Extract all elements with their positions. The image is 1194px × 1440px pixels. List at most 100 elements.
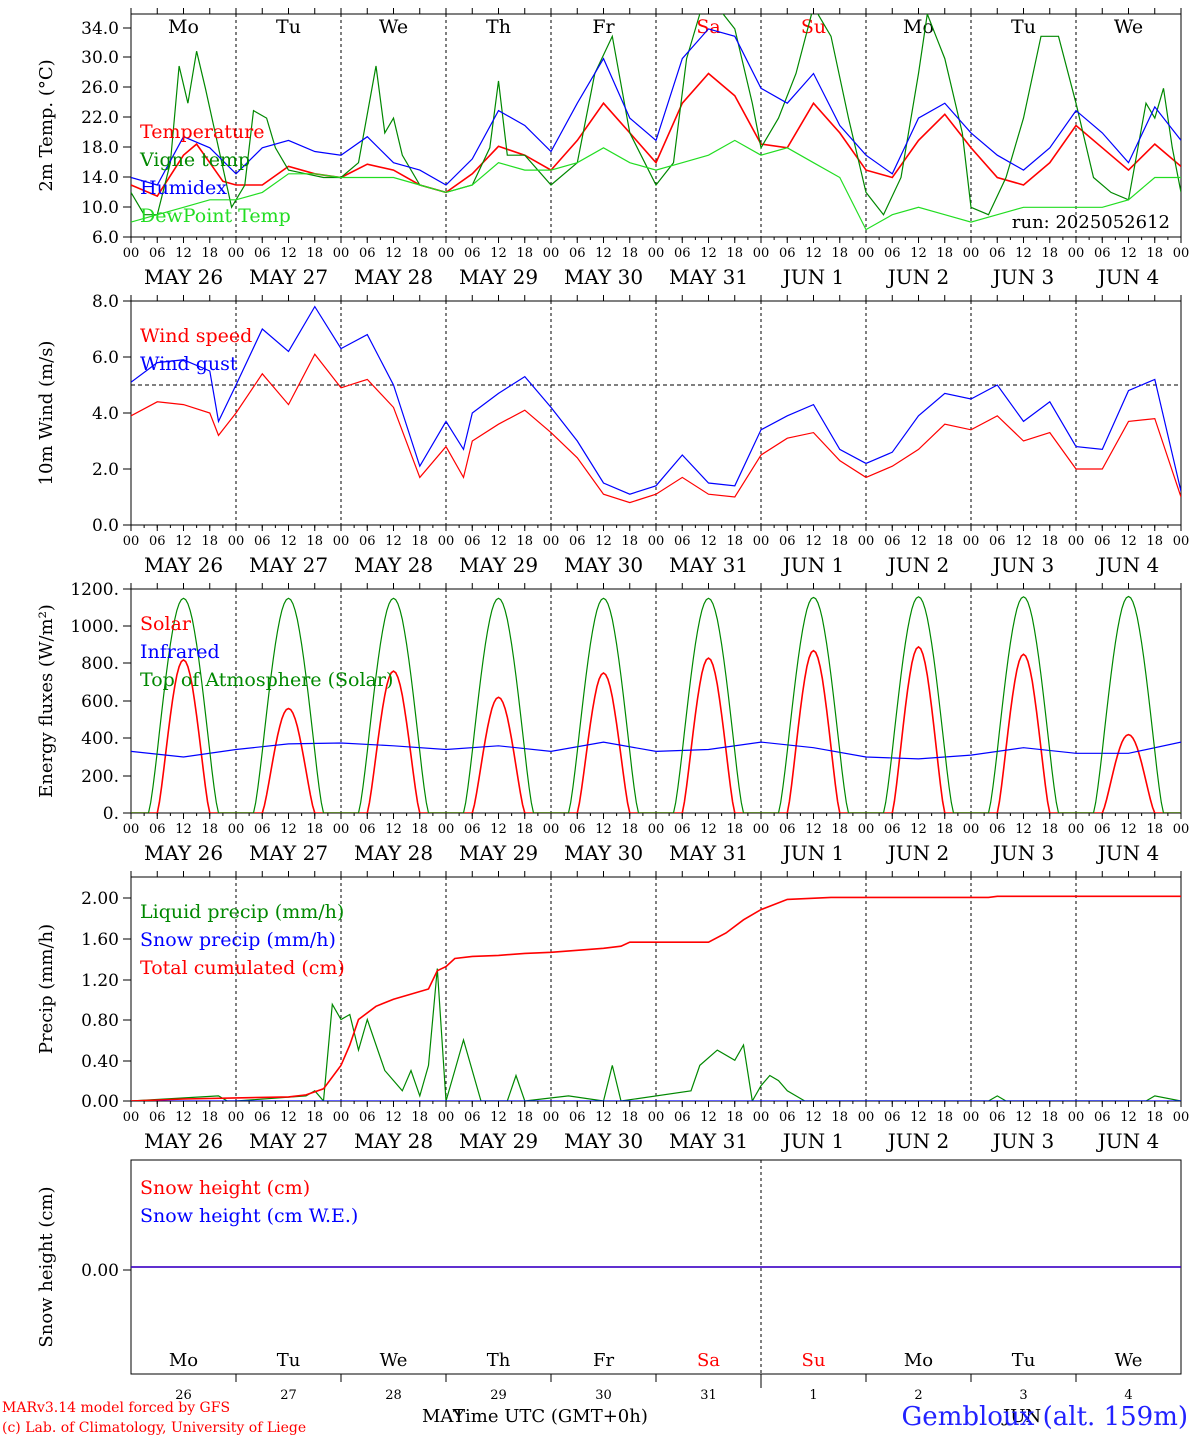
hour-label: 18 — [201, 1110, 218, 1125]
y-axis-label: Snow height (cm) — [36, 1186, 57, 1347]
date-label: JUN 2 — [886, 265, 949, 289]
precip-panel: 0.00 0.40 0.80 1.20 1.60 2.00 Precip (mm/h) 00 0… — [36, 871, 1189, 1153]
bottom-day-number: 30 — [595, 1388, 612, 1403]
hour-label: 18 — [306, 822, 323, 837]
hour-label: 06 — [464, 246, 481, 261]
hour-label: 18 — [936, 246, 953, 261]
hour-label: 12 — [175, 534, 192, 549]
hour-label: 18 — [621, 534, 638, 549]
hour-label: 06 — [464, 1110, 481, 1125]
hour-label: 18 — [411, 1110, 428, 1125]
bottom-day-number: 4 — [1124, 1388, 1132, 1403]
hour-label: 12 — [700, 822, 717, 837]
hour-label: 12 — [280, 534, 297, 549]
hour-label: 06 — [989, 246, 1006, 261]
hour-label: 18 — [201, 822, 218, 837]
hour-label: 00 — [648, 246, 665, 261]
series-line — [131, 139, 1181, 231]
legend-entry: Humidex — [140, 177, 227, 199]
hour-label: 18 — [1041, 534, 1058, 549]
hour-label: 06 — [254, 246, 271, 261]
hour-label: 18 — [411, 534, 428, 549]
hour-label: 00 — [1173, 534, 1190, 549]
model-credit: MARv3.14 model forced by GFS — [2, 1400, 231, 1416]
y-tick-label: 8.0 — [92, 292, 119, 312]
series-line — [131, 895, 1181, 1101]
bottom-day-number: 27 — [280, 1388, 297, 1403]
hour-label: 18 — [516, 534, 533, 549]
bottom-day-number: 1 — [809, 1388, 817, 1403]
y-tick-label: 1.60 — [81, 930, 119, 950]
day-name: Fr — [592, 16, 615, 38]
legend-entry: Temperature — [140, 121, 264, 143]
bottom-day-number: 3 — [1019, 1388, 1027, 1403]
date-label: MAY 29 — [459, 265, 538, 289]
hour-label: 12 — [490, 822, 507, 837]
date-label: MAY 31 — [669, 553, 748, 577]
hour-label: 12 — [700, 246, 717, 261]
hour-label: 12 — [490, 534, 507, 549]
y-tick-label: 0. — [103, 804, 119, 824]
hour-label: 06 — [989, 534, 1006, 549]
y-tick-label: 0.0 — [92, 516, 119, 536]
hour-label: 12 — [1120, 534, 1137, 549]
legend-entry: Snow height (cm) — [140, 1177, 310, 1199]
day-name: Sa — [696, 16, 720, 38]
y-tick-label: 2.00 — [81, 889, 119, 909]
hour-label: 18 — [411, 246, 428, 261]
y-tick-label: 200. — [81, 767, 119, 787]
hour-label: 00 — [1173, 246, 1190, 261]
hour-label: 12 — [805, 822, 822, 837]
hour-label: 00 — [333, 534, 350, 549]
date-label: MAY 27 — [249, 1129, 328, 1153]
series-line — [131, 14, 1181, 216]
hour-label: 06 — [1094, 822, 1111, 837]
hour-label: 00 — [1173, 822, 1190, 837]
hour-label: 06 — [569, 1110, 586, 1125]
hour-label: 06 — [464, 822, 481, 837]
bottom-day-name: Tu — [1012, 1350, 1036, 1371]
legend-entry: Top of Atmosphere (Solar) — [140, 669, 393, 691]
y-tick-label: 0.00 — [81, 1092, 119, 1112]
date-label: JUN 3 — [991, 265, 1054, 289]
hour-label: 00 — [858, 1110, 875, 1125]
lab-credit: (c) Lab. of Climatology, University of L… — [2, 1420, 307, 1436]
hour-label: 12 — [385, 1110, 402, 1125]
y-tick-label: 6.0 — [92, 228, 119, 248]
hour-label: 12 — [595, 822, 612, 837]
hour-label: 12 — [385, 246, 402, 261]
hour-label: 12 — [1015, 534, 1032, 549]
hour-label: 00 — [753, 246, 770, 261]
legend-entry: Snow height (cm W.E.) — [140, 1205, 358, 1227]
hour-label: 06 — [149, 1110, 166, 1125]
hour-label: 00 — [648, 822, 665, 837]
bottom-day-number: 28 — [385, 1388, 402, 1403]
series-line — [131, 595, 1181, 813]
y-axis-label: 2m Temp. (°C) — [36, 59, 57, 191]
date-label: JUN 1 — [781, 1129, 844, 1153]
y-tick-label: 10.0 — [81, 198, 119, 218]
hour-label: 18 — [621, 246, 638, 261]
bottom-day-axis: Mo 26 Tu 27 We 28 Th 29 Fr 30 Sa 31 Su 1 Mo 2 Tu 3 We 4 — [169, 1350, 1142, 1403]
hour-label: 00 — [228, 534, 245, 549]
hour-label: 06 — [674, 1110, 691, 1125]
date-label: MAY 26 — [144, 1129, 223, 1153]
date-label: MAY 28 — [354, 553, 433, 577]
month-may-label: MAY — [422, 1406, 465, 1427]
hour-label: 18 — [621, 1110, 638, 1125]
date-label: MAY 30 — [564, 553, 643, 577]
hour-label: 06 — [359, 246, 376, 261]
bottom-day-name: Tu — [277, 1350, 301, 1371]
hour-label: 18 — [306, 534, 323, 549]
hour-label: 18 — [831, 1110, 848, 1125]
hour-label: 06 — [674, 246, 691, 261]
y-tick-label: 400. — [81, 729, 119, 749]
hour-label: 06 — [884, 246, 901, 261]
y-tick-label: 18.0 — [81, 138, 119, 158]
hour-label: 00 — [543, 822, 560, 837]
hour-label: 12 — [490, 246, 507, 261]
hour-label: 06 — [989, 1110, 1006, 1125]
date-label: MAY 29 — [459, 553, 538, 577]
y-tick-label: 0.00 — [81, 1261, 119, 1281]
hour-label: 06 — [254, 1110, 271, 1125]
